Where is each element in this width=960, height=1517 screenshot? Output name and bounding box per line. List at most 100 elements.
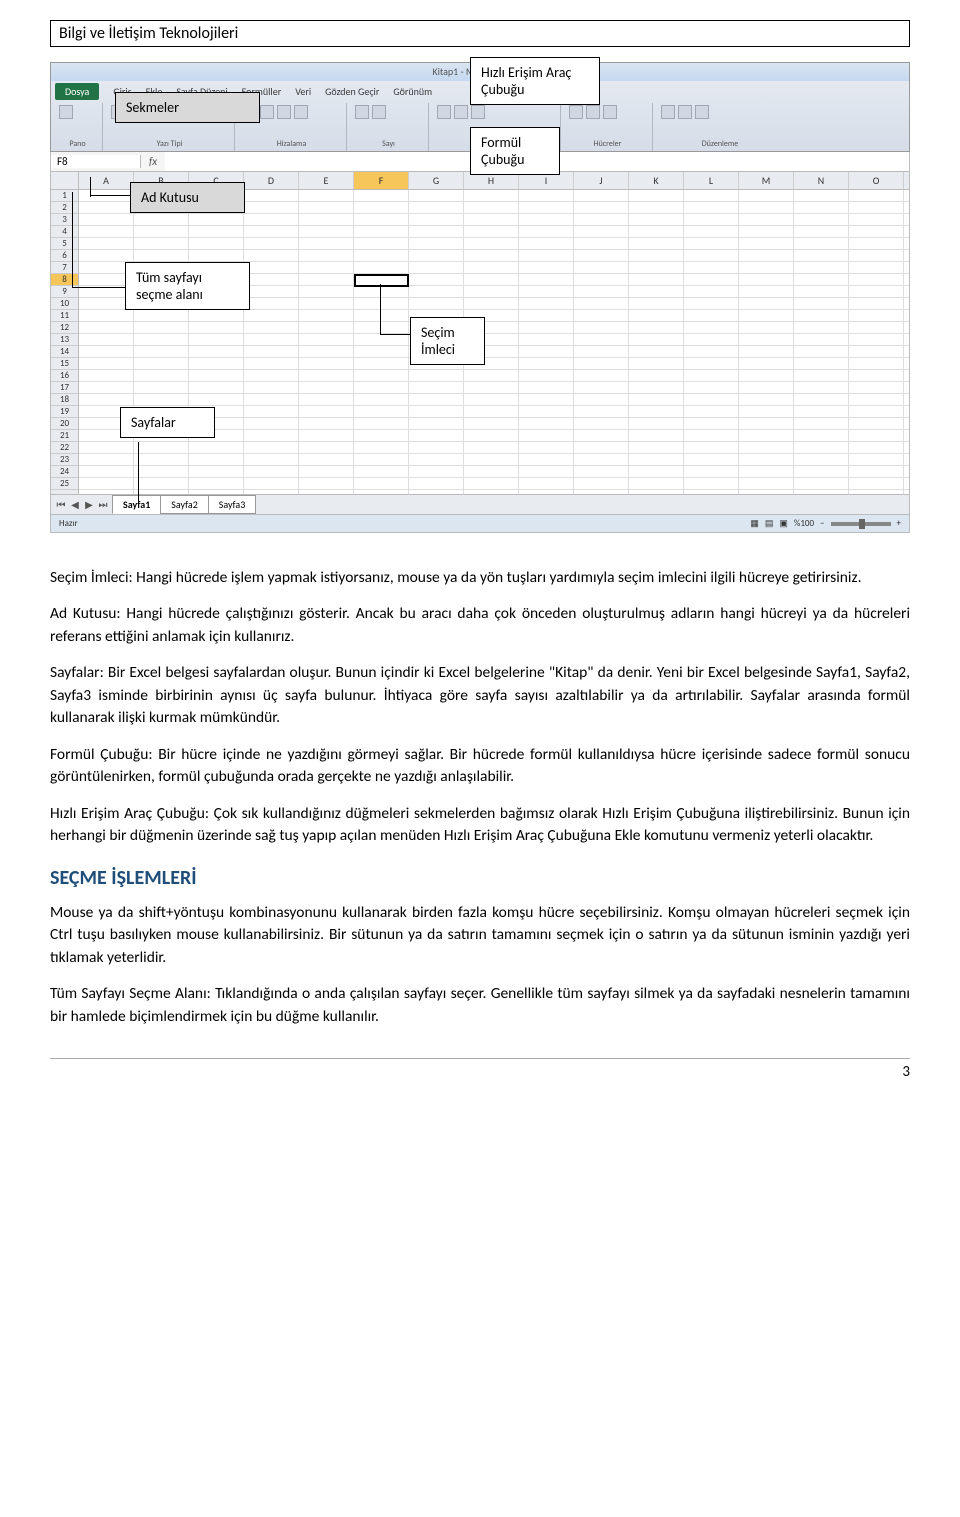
autosum-icon[interactable]: [661, 105, 675, 119]
row-header[interactable]: 7: [51, 262, 78, 274]
row-header[interactable]: 11: [51, 310, 78, 322]
cond-format-icon[interactable]: [437, 105, 451, 119]
sheet-nav-first-icon[interactable]: ⏮: [55, 498, 67, 511]
view-break-icon[interactable]: ▣: [779, 518, 788, 529]
row-header[interactable]: 8: [51, 274, 78, 286]
column-header[interactable]: O: [849, 172, 904, 189]
percent-icon[interactable]: [372, 105, 386, 119]
view-normal-icon[interactable]: ▦: [750, 518, 759, 529]
callout-line: [90, 177, 91, 197]
callout-label: Seçim İmleci: [421, 324, 455, 358]
view-layout-icon[interactable]: ▤: [765, 518, 774, 529]
para-text: Bir hücre içinde ne yazdığını görmeyi sa…: [50, 745, 910, 786]
sheet-nav-prev-icon[interactable]: ◀: [69, 498, 81, 511]
term-label: Formül Çubuğu:: [50, 745, 153, 764]
callout-formul-cubugu: Formül Çubuğu: [470, 127, 560, 175]
row-header[interactable]: 13: [51, 334, 78, 346]
sort-filter-icon[interactable]: [678, 105, 692, 119]
row-header[interactable]: 20: [51, 418, 78, 430]
column-header[interactable]: N: [794, 172, 849, 189]
cell-styles-icon[interactable]: [471, 105, 485, 119]
column-header[interactable]: M: [739, 172, 794, 189]
group-label: Hücreler: [569, 139, 646, 149]
status-text: Hazır: [59, 518, 78, 529]
zoom-out-icon[interactable]: −: [820, 518, 824, 529]
insert-icon[interactable]: [569, 105, 583, 119]
select-all-corner[interactable]: [51, 172, 79, 189]
cell-grid[interactable]: [79, 190, 909, 494]
paragraph: Formül Çubuğu: Bir hücre içinde ne yazdı…: [50, 744, 910, 789]
column-header[interactable]: E: [299, 172, 354, 189]
file-tab[interactable]: Dosya: [55, 83, 99, 100]
sheet-tab[interactable]: Sayfa3: [208, 495, 257, 514]
row-header[interactable]: 16: [51, 370, 78, 382]
zoom-slider[interactable]: [831, 522, 891, 526]
paste-icon[interactable]: [59, 105, 73, 119]
callout-hizli-erisim: Hızlı Erişim Araç Çubuğu: [470, 57, 600, 105]
align-center-icon[interactable]: [260, 105, 274, 119]
callout-ad-kutusu: Ad Kutusu: [130, 182, 245, 213]
column-header[interactable]: G: [409, 172, 464, 189]
wrap-text-icon[interactable]: [294, 105, 308, 119]
callout-label: Tüm sayfayı seçme alanı: [136, 269, 203, 303]
group-label: Yazı Tipi: [111, 139, 228, 149]
column-header[interactable]: A: [79, 172, 134, 189]
row-header[interactable]: 24: [51, 466, 78, 478]
status-bar: Hazır ▦ ▤ ▣ %100 − +: [50, 515, 910, 533]
sheet-tab[interactable]: Sayfa2: [160, 495, 209, 514]
find-icon[interactable]: [695, 105, 709, 119]
format-icon[interactable]: [603, 105, 617, 119]
sheet-nav-next-icon[interactable]: ▶: [83, 498, 95, 511]
row-header[interactable]: 18: [51, 394, 78, 406]
term-label: Seçim İmleci:: [50, 568, 133, 587]
column-header[interactable]: D: [244, 172, 299, 189]
page-header: Bilgi ve İletişim Teknolojileri: [50, 20, 910, 47]
ribbon-tab[interactable]: Veri: [295, 85, 311, 98]
row-header[interactable]: 3: [51, 214, 78, 226]
row-header[interactable]: 19: [51, 406, 78, 418]
row-headers: 1234567891011121314151617181920212223242…: [51, 190, 79, 494]
row-header[interactable]: 22: [51, 442, 78, 454]
ribbon-group-number: Sayı: [349, 103, 429, 151]
row-header[interactable]: 17: [51, 382, 78, 394]
table-format-icon[interactable]: [454, 105, 468, 119]
zoom-level[interactable]: %100: [794, 518, 814, 529]
row-header[interactable]: 6: [51, 250, 78, 262]
name-box[interactable]: F8: [51, 155, 141, 168]
sheet-tabs-bar: ⏮ ◀ ▶ ⏭ Sayfa1 Sayfa2 Sayfa3: [50, 495, 910, 515]
group-label: Hizalama: [243, 139, 340, 149]
row-header[interactable]: 4: [51, 226, 78, 238]
row-header[interactable]: 10: [51, 298, 78, 310]
column-header[interactable]: J: [574, 172, 629, 189]
sheet-nav-last-icon[interactable]: ⏭: [97, 498, 109, 511]
callout-label: Formül Çubuğu: [481, 134, 524, 168]
paragraph: Hızlı Erişim Araç Çubuğu: Çok sık kullan…: [50, 803, 910, 848]
row-header[interactable]: 12: [51, 322, 78, 334]
column-header[interactable]: K: [629, 172, 684, 189]
row-header[interactable]: 25: [51, 478, 78, 490]
term-label: Ad Kutusu:: [50, 604, 121, 623]
row-header[interactable]: 23: [51, 454, 78, 466]
row-header[interactable]: 21: [51, 430, 78, 442]
callout-label: Ad Kutusu: [141, 189, 199, 206]
delete-icon[interactable]: [586, 105, 600, 119]
row-header[interactable]: 2: [51, 202, 78, 214]
page-title: Bilgi ve İletişim Teknolojileri: [59, 24, 238, 43]
row-header[interactable]: 1: [51, 190, 78, 202]
zoom-in-icon[interactable]: +: [897, 518, 901, 529]
ribbon-tab[interactable]: Gözden Geçir: [325, 85, 379, 98]
ribbon-tab[interactable]: Görünüm: [393, 85, 432, 98]
currency-icon[interactable]: [355, 105, 369, 119]
sheet-tab[interactable]: Sayfa1: [112, 495, 161, 514]
fx-icon[interactable]: fx: [141, 155, 165, 168]
group-label: Düzenleme: [661, 139, 779, 149]
align-right-icon[interactable]: [277, 105, 291, 119]
row-header[interactable]: 5: [51, 238, 78, 250]
paragraph: Tüm Sayfayı Seçme Alanı: Tıklandığında o…: [50, 983, 910, 1028]
column-header[interactable]: F: [354, 172, 409, 189]
paragraph: Ad Kutusu: Hangi hücrede çalıştığınızı g…: [50, 603, 910, 648]
callout-sayfalar: Sayfalar: [120, 407, 215, 438]
row-header[interactable]: 15: [51, 358, 78, 370]
row-header[interactable]: 14: [51, 346, 78, 358]
column-header[interactable]: L: [684, 172, 739, 189]
